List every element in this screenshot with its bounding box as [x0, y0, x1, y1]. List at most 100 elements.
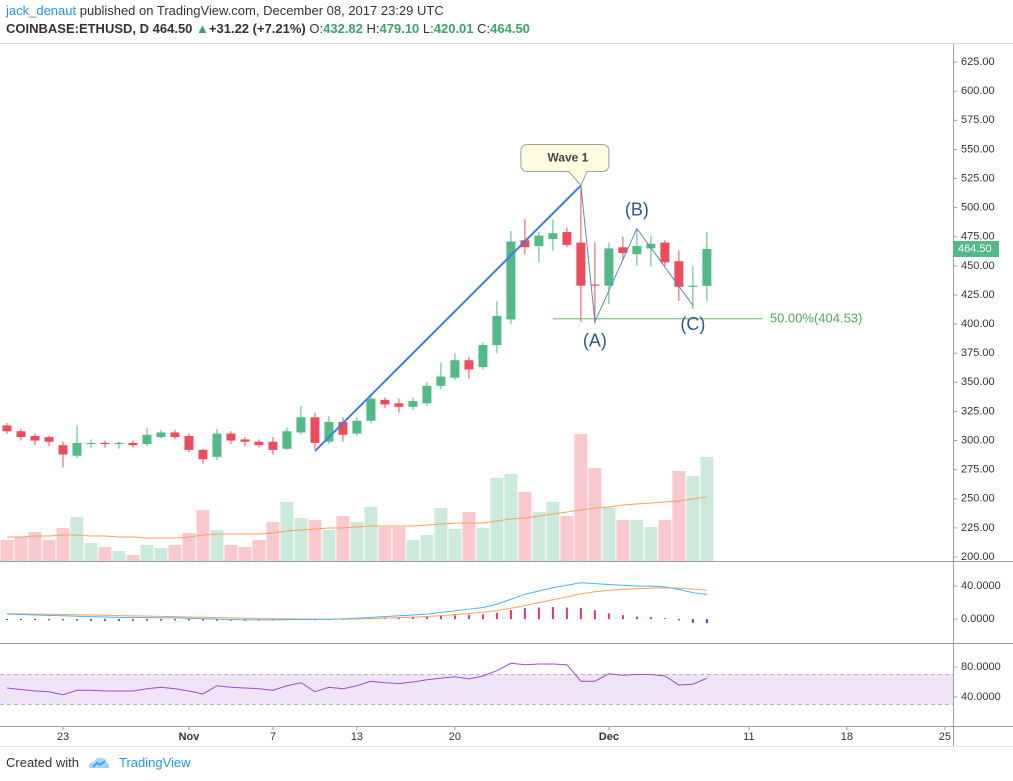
x-tick-label: 13: [351, 731, 363, 743]
volume-bar: [658, 520, 672, 561]
volume-bar: [392, 527, 406, 561]
candle-body: [548, 233, 558, 240]
wave-label: (C): [680, 314, 705, 334]
wave-label: (A): [583, 331, 607, 351]
macd-histogram-bar: [411, 616, 414, 620]
ohlc-value: 432.82: [323, 21, 363, 36]
candle-body: [128, 442, 138, 446]
brand[interactable]: TradingView: [118, 755, 191, 770]
macd-histogram-bar: [61, 619, 64, 621]
macd-histogram-bar: [705, 619, 708, 624]
candle-body: [268, 441, 278, 450]
macd-histogram-bar: [649, 617, 652, 620]
wave-label: (B): [625, 199, 649, 219]
ohlc-key: H:: [366, 21, 380, 36]
volume-bar: [700, 457, 714, 561]
candle-body: [58, 445, 68, 455]
macd-histogram-bar: [173, 619, 176, 621]
candle-body: [324, 421, 334, 442]
candle-body: [646, 243, 656, 249]
macd-histogram-bar: [131, 619, 134, 621]
candle-body: [394, 403, 404, 407]
y-tick-label: 600.00: [961, 85, 995, 97]
candle-body: [240, 439, 250, 442]
candle-body: [590, 284, 600, 286]
candle-body: [618, 247, 628, 254]
wave-callout: Wave 1: [520, 144, 610, 187]
y-tick-label: 525.00: [961, 172, 995, 184]
y-tick-label: 40.0000: [961, 580, 1001, 592]
volume-bar: [672, 471, 686, 561]
macd-histogram-bar: [691, 619, 694, 623]
candle-body: [30, 435, 40, 441]
candle-body: [212, 433, 222, 457]
rsi-line: [6, 662, 708, 696]
macd-histogram-bar: [579, 607, 582, 620]
candle-body: [352, 420, 362, 434]
up-arrow: ▲: [196, 21, 209, 36]
y-tick-label: 550.00: [961, 143, 995, 155]
candle-body: [436, 376, 446, 386]
x-tick-label: 25: [939, 731, 951, 743]
macd-histogram-bar: [215, 619, 218, 621]
x-tick-label: 7: [270, 731, 276, 743]
x-tick-label: Nov: [179, 731, 201, 743]
author[interactable]: jack_denaut: [6, 3, 77, 18]
candle-body: [226, 433, 236, 441]
volume-bar: [644, 527, 658, 561]
plot-bg: [0, 44, 953, 726]
callout-box: [520, 144, 610, 187]
macd-histogram-bar: [5, 619, 8, 621]
y-tick-label: 275.00: [961, 464, 995, 476]
volume-bar: [56, 528, 70, 561]
candle-body: [576, 242, 586, 286]
volume-bar: [308, 520, 322, 561]
x-tick-label: Dec: [599, 731, 619, 743]
volume-bar: [42, 540, 56, 561]
candle-body: [520, 240, 530, 248]
volume-bar: [504, 474, 518, 561]
volume-bar: [574, 434, 588, 561]
y-tick-label: 500.00: [961, 202, 995, 214]
ohlc-key: L:: [422, 21, 434, 36]
created-with: Created with: [6, 755, 79, 770]
candle-body: [156, 432, 166, 438]
header-line-1: jack_denaut published on TradingView.com…: [6, 3, 444, 18]
price-tag-label: 464.50: [958, 243, 992, 255]
macd-histogram-bar: [551, 607, 554, 620]
x-tick-label: 20: [449, 731, 461, 743]
candle-body: [72, 442, 82, 456]
y-tick-label: 250.00: [961, 493, 995, 505]
volume-bar: [490, 478, 504, 561]
candle-body: [100, 442, 110, 445]
macd-histogram-bar: [89, 619, 92, 621]
candle-body: [464, 360, 474, 370]
volume-bar: [588, 468, 602, 561]
candle-body: [114, 442, 124, 445]
candle-body: [478, 345, 488, 368]
published: published on TradingView.com, December 0…: [79, 3, 444, 18]
candle-body: [310, 417, 320, 443]
volume-bar: [238, 547, 252, 561]
macd-histogram-bar: [425, 616, 428, 620]
plot-layer: 200.00 225.00 250.00 275.00 300.00 325.00 350.…: [0, 56, 1001, 743]
macd-histogram-bar: [33, 619, 36, 621]
macd-histogram-bar: [523, 607, 526, 620]
trendline: [314, 184, 582, 452]
last: 464.50: [152, 21, 193, 36]
candle-body: [632, 246, 642, 255]
macd-histogram-bar: [75, 619, 78, 621]
candle-body: [450, 360, 460, 378]
wave-line: [580, 185, 694, 324]
volume-bar: [224, 545, 238, 561]
macd-histogram-bar: [481, 614, 484, 620]
x-tick-label: 11: [743, 731, 754, 743]
macd-histogram-bar: [159, 619, 162, 621]
macd-line: [6, 582, 707, 621]
volume-bar: [336, 516, 350, 561]
macd-histogram-bar: [509, 610, 512, 620]
volume-bar: [0, 540, 14, 561]
change: +31.22 (+7.21%): [208, 21, 306, 36]
candle-body: [44, 437, 54, 442]
volume-bar: [546, 502, 560, 561]
